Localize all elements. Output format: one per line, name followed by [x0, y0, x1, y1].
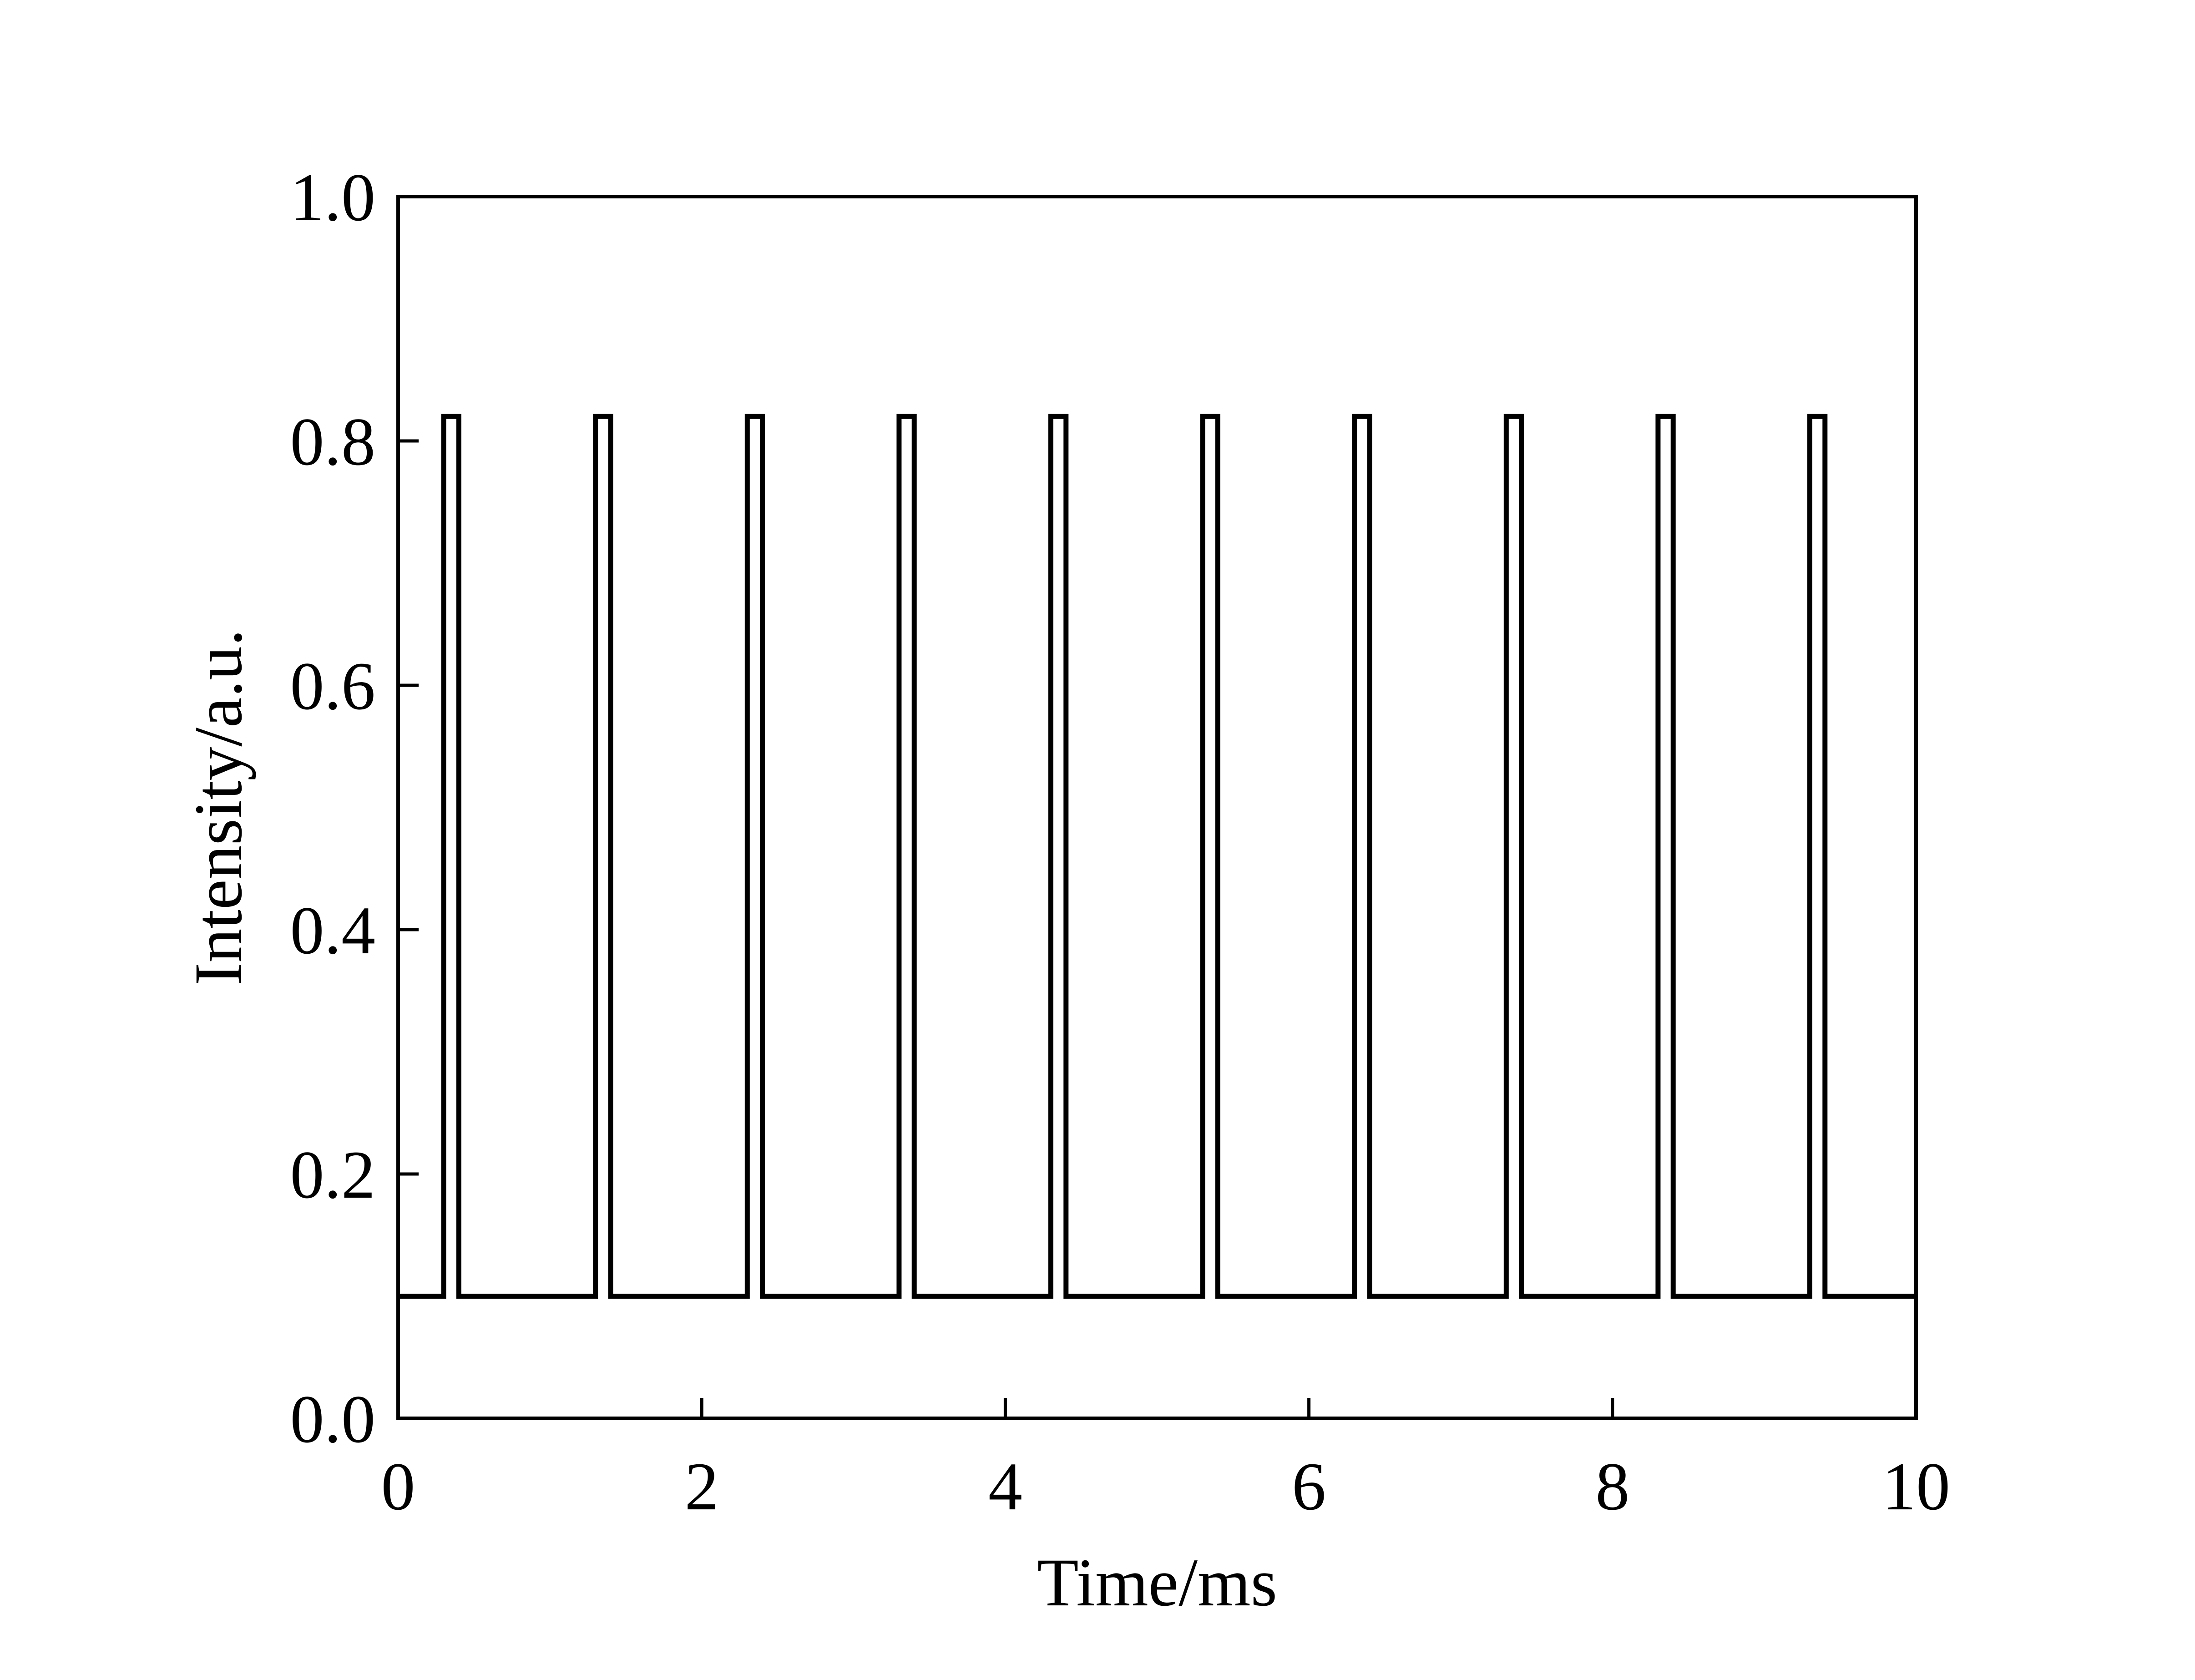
y-tick-label: 0.2 — [290, 1137, 376, 1213]
x-tick-label: 8 — [1595, 1449, 1629, 1524]
x-tick-labels: 0 2 4 6 8 10 — [381, 1449, 1951, 1524]
y-tick-label: 0.8 — [290, 404, 376, 480]
x-tick-label: 10 — [1882, 1449, 1950, 1524]
x-tick-label: 2 — [685, 1449, 719, 1524]
x-tick-label: 6 — [1292, 1449, 1326, 1524]
x-axis-title: Time/ms — [1037, 1545, 1277, 1620]
y-tick-label: 0.4 — [290, 893, 376, 968]
x-tick-label: 4 — [988, 1449, 1022, 1524]
y-axis-title: Intensity/a.u. — [181, 629, 256, 985]
y-tick-label: 1.0 — [290, 160, 376, 235]
series-trace — [398, 414, 1916, 1299]
y-tick-label: 0.6 — [290, 648, 376, 724]
x-tick-label: 0 — [381, 1449, 415, 1524]
y-tick-labels: 0.0 0.2 0.4 0.6 0.8 1.0 — [290, 160, 376, 1457]
plot-frame — [396, 195, 1918, 1420]
y-tick-label: 0.0 — [290, 1381, 376, 1457]
series-line — [398, 414, 1916, 1299]
axis-ticks — [396, 195, 1918, 1420]
